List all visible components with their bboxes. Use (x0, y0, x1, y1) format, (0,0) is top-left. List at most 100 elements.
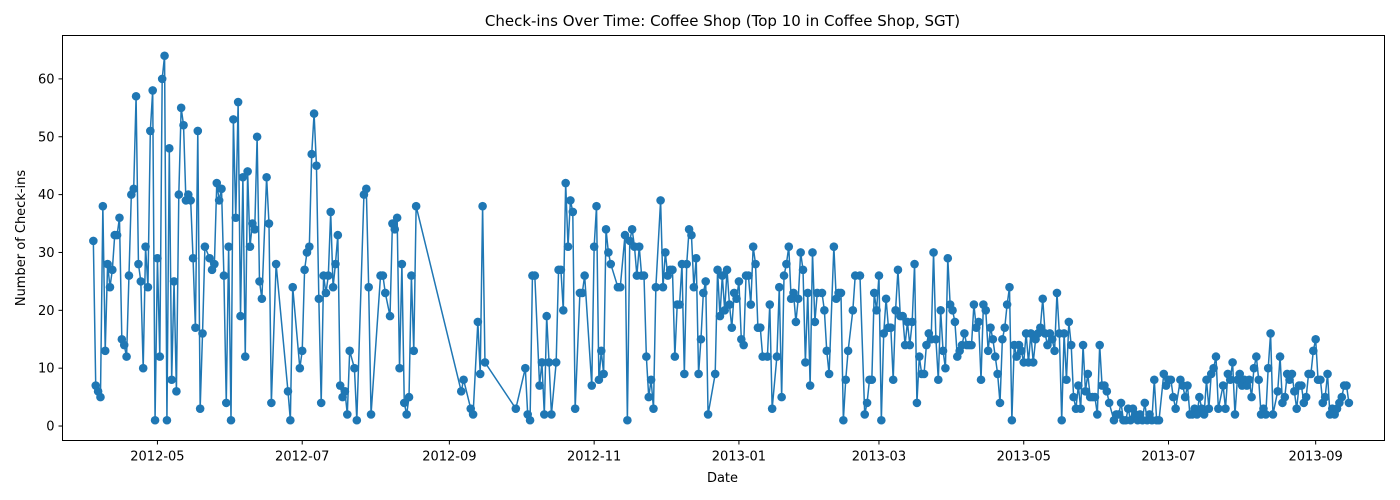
data-point (521, 363, 530, 373)
data-point (1083, 369, 1093, 379)
data-point (829, 242, 839, 251)
data-point (646, 375, 656, 385)
data-point (236, 311, 245, 321)
x-tick-label: 2013-09 (1289, 450, 1343, 465)
axes-frame (62, 35, 1385, 441)
data-point (243, 167, 252, 176)
data-point (1059, 329, 1069, 338)
data-point (905, 340, 915, 350)
data-point (1180, 392, 1190, 402)
data-point (1093, 410, 1102, 419)
data-point (1007, 415, 1017, 425)
data-point (803, 288, 813, 298)
data-point (226, 415, 236, 425)
data-point (1050, 346, 1059, 356)
data-point (395, 363, 404, 373)
data-point (891, 306, 900, 315)
data-point (874, 271, 884, 280)
data-point (103, 259, 112, 269)
data-point (1062, 375, 1071, 385)
data-point (907, 317, 917, 327)
data-point (755, 323, 765, 332)
data-point (782, 259, 791, 269)
data-point (544, 358, 554, 367)
data-point (1005, 282, 1014, 292)
data-point (397, 259, 407, 269)
data-point (713, 265, 722, 275)
data-point (1090, 392, 1100, 402)
data-point (696, 334, 706, 344)
data-point (558, 306, 568, 315)
data-point (886, 323, 896, 332)
data-point (596, 346, 606, 356)
data-point (219, 271, 229, 280)
data-point (651, 282, 661, 292)
data-point (134, 259, 143, 269)
data-point (1337, 392, 1347, 402)
data-point (172, 387, 181, 396)
data-point (530, 271, 540, 280)
data-point (1204, 404, 1214, 413)
data-point (129, 184, 138, 194)
data-point (661, 248, 670, 257)
data-point (1247, 392, 1256, 402)
data-point (191, 323, 200, 332)
data-point (722, 265, 732, 275)
data-point (221, 398, 231, 408)
data-point (689, 282, 699, 292)
data-point (1052, 288, 1062, 298)
data-point (255, 277, 264, 286)
data-point (407, 271, 416, 280)
data-point (231, 213, 241, 223)
data-point (604, 248, 613, 257)
data-point (193, 126, 203, 136)
data-point (1221, 404, 1230, 413)
data-point (186, 196, 195, 205)
data-point (105, 282, 115, 292)
data-point (967, 340, 976, 350)
data-point (744, 271, 753, 280)
data-point (805, 381, 815, 390)
data-point (1202, 375, 1211, 385)
data-point (309, 109, 319, 118)
data-point (691, 253, 701, 263)
data-point (1309, 346, 1318, 356)
data-point (537, 358, 547, 367)
data-point (715, 311, 725, 321)
data-point (566, 196, 575, 205)
data-point (1166, 375, 1176, 385)
data-point (1140, 398, 1150, 408)
data-point (720, 306, 729, 315)
data-point (670, 352, 680, 361)
data-point (841, 375, 851, 385)
data-point (115, 213, 124, 223)
data-point (1211, 352, 1221, 361)
data-point (1320, 392, 1330, 402)
data-point (478, 201, 487, 211)
data-point (343, 410, 352, 419)
data-point (969, 300, 979, 309)
data-point (580, 271, 589, 280)
data-point (765, 300, 775, 309)
data-point (910, 259, 919, 269)
data-point (888, 375, 898, 385)
y-tick-label: 20 (38, 304, 55, 319)
data-point (214, 196, 224, 205)
data-point (402, 410, 411, 419)
data-point (791, 317, 801, 327)
data-point (1069, 392, 1078, 402)
data-point (138, 363, 148, 373)
data-point (314, 294, 324, 304)
data-point (789, 288, 798, 298)
data-point (141, 242, 150, 251)
data-point (1126, 415, 1135, 425)
data-point (919, 369, 929, 379)
data-point (233, 97, 243, 107)
data-point (774, 282, 784, 292)
data-point (623, 415, 632, 425)
data-point (620, 230, 630, 240)
data-point (148, 86, 157, 95)
data-point (160, 51, 169, 61)
data-point (746, 300, 756, 309)
data-point (1316, 375, 1325, 385)
